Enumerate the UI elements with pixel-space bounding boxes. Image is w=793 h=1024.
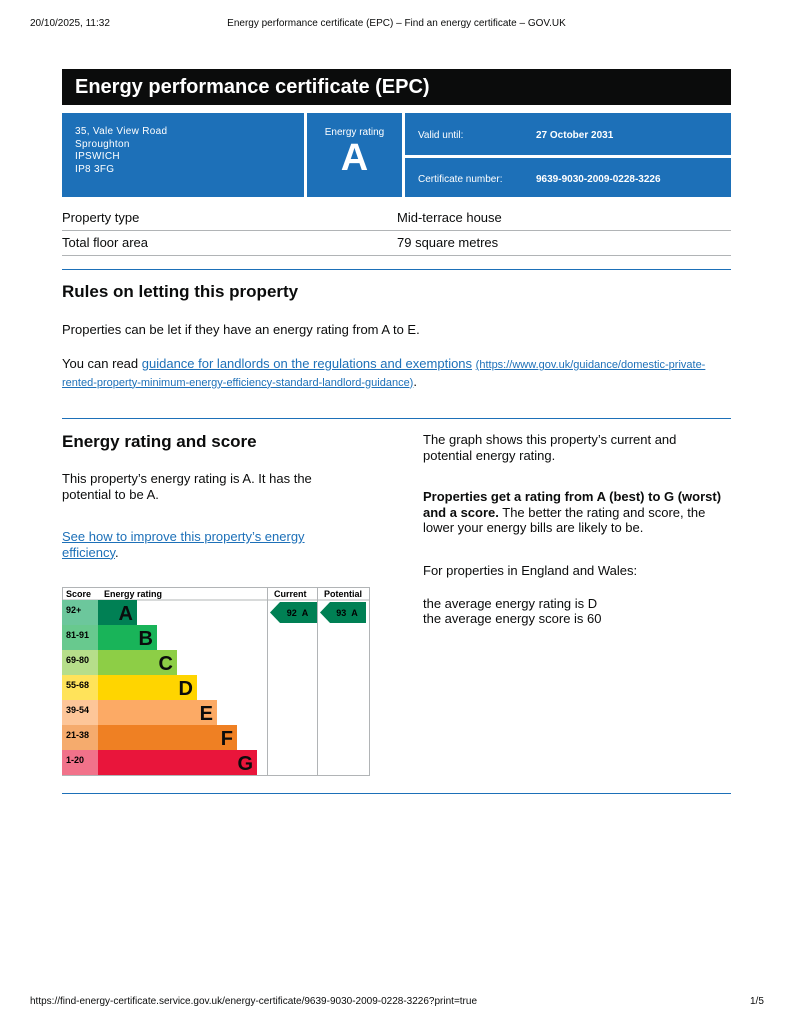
current-label: 92 A bbox=[287, 608, 309, 618]
average-rating: the average energy rating is D bbox=[423, 596, 598, 611]
current-letter: A bbox=[302, 608, 309, 618]
improve: See how to improve this property’s energ… bbox=[62, 529, 332, 560]
summary-key: Total floor area bbox=[62, 235, 148, 250]
current-score: 92 bbox=[287, 608, 297, 618]
certificate-box: Certificate number: 9639-9030-2009-0228-… bbox=[405, 158, 731, 197]
score-range: 21-38 bbox=[66, 730, 89, 740]
graph-text: The graph shows this property’s current … bbox=[423, 432, 677, 463]
rating-value: A bbox=[340, 137, 369, 179]
address-box: 35, Vale View Road Sproughton IPSWICH IP… bbox=[62, 113, 304, 197]
title-bar: Energy performance certificate (EPC) bbox=[62, 69, 731, 105]
row-divider bbox=[62, 230, 731, 231]
address-line: Sproughton bbox=[75, 138, 130, 150]
summary-key: Property type bbox=[62, 210, 140, 225]
potential-score: 93 bbox=[336, 608, 346, 618]
score-range: 69-80 bbox=[66, 655, 89, 665]
rating-graph: Score Energy rating Current Potential 92+ A 81… bbox=[62, 587, 370, 776]
potential-letter: A bbox=[351, 608, 358, 618]
score-cell bbox=[62, 600, 98, 625]
band-letter: D bbox=[179, 678, 193, 700]
address-line: IPSWICH bbox=[75, 151, 120, 162]
address-line: IP8 3FG bbox=[75, 163, 115, 175]
rules-heading: Rules on letting this property bbox=[62, 282, 299, 301]
band-bar bbox=[98, 650, 177, 675]
rating-explainer: Properties get a rating from A (best) to… bbox=[423, 489, 733, 536]
section-divider bbox=[62, 793, 731, 794]
band-letter: G bbox=[237, 753, 253, 775]
score-range: 1-20 bbox=[66, 755, 84, 765]
score-range: 92+ bbox=[66, 605, 81, 615]
text: You can read bbox=[62, 356, 142, 371]
band-letter: E bbox=[200, 703, 213, 725]
guidance-url[interactable]: (https://www.gov.uk/guidance/domestic-pr… bbox=[62, 359, 706, 389]
graph-header: Potential bbox=[324, 589, 362, 599]
rating-label: Energy rating bbox=[324, 127, 385, 138]
footer-page: 1/5 bbox=[750, 996, 764, 1007]
improve-link[interactable]: See how to improve this property’s energ… bbox=[62, 529, 305, 560]
bold-text: Properties get a rating from A (best) to… bbox=[423, 489, 722, 520]
graph-header: Score bbox=[66, 589, 91, 599]
summary-value: 79 square metres bbox=[397, 235, 499, 250]
band-bar bbox=[98, 700, 217, 725]
valid-label: Valid until: bbox=[418, 130, 464, 141]
text: . bbox=[413, 373, 417, 389]
certificate-label: Certificate number: bbox=[418, 174, 503, 185]
page-title: Energy performance certificate (EPC) bbox=[75, 76, 430, 98]
band-letter: B bbox=[139, 628, 153, 650]
band-letter: C bbox=[159, 653, 173, 675]
text: . bbox=[115, 544, 119, 560]
band-letter: F bbox=[221, 728, 233, 750]
score-text: This property’s energy rating is A. It h… bbox=[62, 471, 312, 502]
certificate-value: 9639-9030-2009-0228-3226 bbox=[536, 174, 661, 185]
region-text: For properties in England and Wales: bbox=[423, 563, 638, 578]
row-divider bbox=[62, 255, 731, 256]
score-range: 55-68 bbox=[66, 680, 89, 690]
rules-text: Properties can be let if they have an en… bbox=[62, 322, 420, 337]
band-bar bbox=[98, 675, 197, 700]
score-range: 81-91 bbox=[66, 630, 89, 640]
address: 35, Vale View Road Sproughton IPSWICH IP… bbox=[75, 126, 167, 176]
score-cell bbox=[62, 650, 98, 675]
average-score: the average energy score is 60 bbox=[423, 611, 602, 626]
score-cell bbox=[62, 625, 98, 650]
print-date: 20/10/2025, 11:32 bbox=[30, 18, 110, 29]
score-range: 39-54 bbox=[66, 705, 89, 715]
band-bar bbox=[98, 600, 137, 625]
rating-box: Energy rating A bbox=[307, 113, 402, 197]
print-title: Energy performance certificate (EPC) – F… bbox=[227, 18, 566, 29]
potential-label: 93 A bbox=[336, 608, 358, 618]
text: The better the rating and score, the low… bbox=[423, 504, 706, 536]
band-bar bbox=[98, 750, 257, 775]
potential-arrow bbox=[320, 602, 366, 623]
score-heading: Energy rating and score bbox=[62, 432, 257, 451]
score-cell bbox=[62, 725, 98, 750]
footer-url: https://find-energy-certificate.service.… bbox=[30, 996, 478, 1007]
section-divider bbox=[62, 269, 731, 270]
address-line: 35, Vale View Road bbox=[75, 126, 168, 137]
valid-box: Valid until: 27 October 2031 bbox=[405, 113, 731, 155]
score-cell bbox=[62, 700, 98, 725]
score-cell bbox=[62, 675, 98, 700]
current-arrow bbox=[270, 602, 317, 623]
band-bar bbox=[98, 725, 237, 750]
score-cell bbox=[62, 750, 98, 775]
band-bar bbox=[98, 625, 157, 650]
rules-guidance: You can read guidance for landlords on t… bbox=[62, 356, 722, 391]
guidance-link[interactable]: guidance for landlords on the regulation… bbox=[141, 356, 473, 371]
section-divider bbox=[62, 418, 731, 419]
valid-value: 27 October 2031 bbox=[536, 130, 614, 141]
band-letter: A bbox=[119, 603, 133, 625]
summary-value: Mid-terrace house bbox=[397, 210, 502, 225]
graph-header: Current bbox=[274, 589, 307, 599]
graph-header: Energy rating bbox=[104, 589, 162, 599]
